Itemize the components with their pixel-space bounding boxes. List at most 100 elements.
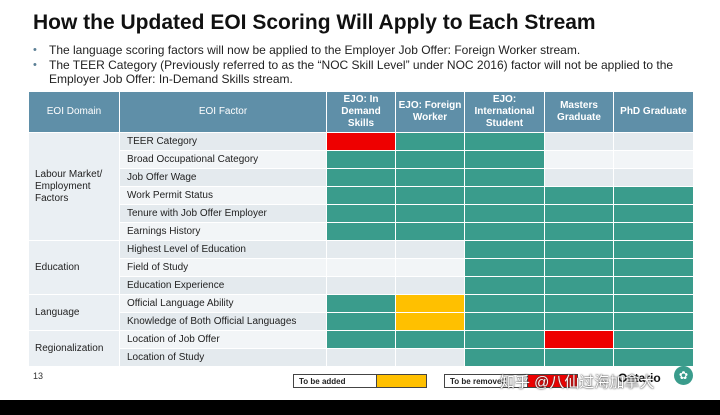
status-cell-masters-graduate [544,222,614,241]
status-cell-in-demand-skills [326,294,396,313]
status-cell-in-demand-skills [326,312,396,331]
table-row: Language Official Language Ability [28,294,694,331]
table-row: Work Permit Status [29,186,694,205]
status-cell-international-student [464,204,545,223]
status-cell-foreign-worker [395,258,465,277]
status-cell-international-student [464,168,545,187]
table-row: Education Experience [29,276,694,295]
header-ejo-international-student: EJO: International Student [464,91,545,133]
status-cell-masters-graduate [544,330,614,349]
domain-language: Language [28,294,120,331]
status-cell-international-student [464,294,545,313]
status-cell-in-demand-skills [326,240,396,259]
status-cell-phd-graduate [613,150,694,169]
domain-education: Education [28,240,120,295]
status-cell-foreign-worker [395,312,465,331]
slide: How the Updated EOI Scoring Will Apply t… [0,0,720,400]
factor-cell: Broad Occupational Category [119,150,327,169]
header-ejo-foreign-worker: EJO: Foreign Worker [395,91,465,133]
watermark: 知乎 @八仙过海加拿大 [500,374,655,391]
slide-title: How the Updated EOI Scoring Will Apply t… [33,11,596,34]
status-cell-international-student [464,330,545,349]
status-cell-masters-graduate [544,312,614,331]
table-header-row: EOI Domain EOI Factor EJO: In Demand Ski… [28,91,694,133]
status-cell-phd-graduate [613,258,694,277]
table-row: Regionalization Location of Job Offer [28,330,694,367]
status-cell-foreign-worker [395,186,465,205]
bullet-item: • The language scoring factors will now … [33,43,703,57]
status-cell-foreign-worker [395,294,465,313]
status-cell-phd-graduate [613,168,694,187]
bullet-text: The language scoring factors will now be… [49,43,581,57]
factor-cell: Location of Job Offer [119,330,327,349]
status-cell-in-demand-skills [326,222,396,241]
bullet-text: The TEER Category (Previously referred t… [49,58,674,86]
table-row: Earnings History [29,222,694,241]
status-cell-masters-graduate [544,150,614,169]
status-cell-phd-graduate [613,186,694,205]
bullet-dot-icon: • [33,44,37,56]
status-cell-masters-graduate [544,348,614,367]
factor-cell: Tenure with Job Offer Employer [119,204,327,223]
status-cell-masters-graduate [544,294,614,313]
status-cell-foreign-worker [395,348,465,367]
status-cell-masters-graduate [544,240,614,259]
status-cell-foreign-worker [395,150,465,169]
header-eoi-domain: EOI Domain [28,91,120,133]
status-cell-in-demand-skills [326,150,396,169]
bullet-dot-icon: • [33,59,37,71]
status-cell-foreign-worker [395,240,465,259]
status-cell-international-student [464,240,545,259]
status-cell-masters-graduate [544,168,614,187]
status-cell-foreign-worker [395,132,465,151]
status-cell-phd-graduate [613,348,694,367]
status-cell-masters-graduate [544,258,614,277]
status-cell-phd-graduate [613,204,694,223]
page-number: 13 [33,371,44,381]
table-row: Job Offer Wage [29,168,694,187]
bullet-item: • The TEER Category (Previously referred… [33,58,703,86]
legend-removed-swatch [527,375,577,387]
table-row: Labour Market/ Employment Factors TEER Ca… [28,132,694,241]
factor-cell: Official Language Ability [119,294,327,313]
status-cell-in-demand-skills [326,348,396,367]
status-cell-international-student [464,276,545,295]
factor-cell: Earnings History [119,222,327,241]
status-cell-phd-graduate [613,312,694,331]
status-cell-in-demand-skills [326,258,396,277]
legend-to-be-removed: To be removed [444,374,578,388]
status-cell-in-demand-skills [326,132,396,151]
status-cell-international-student [464,150,545,169]
status-cell-foreign-worker [395,330,465,349]
factor-cell: Field of Study [119,258,327,277]
status-cell-phd-graduate [613,222,694,241]
table-row: Knowledge of Both Official Languages [29,312,694,331]
bullet-list: • The language scoring factors will now … [33,43,703,87]
ontario-logo-text: Ontario [618,371,661,385]
factor-cell: Highest Level of Education [119,240,327,259]
status-cell-in-demand-skills [326,186,396,205]
legend-to-be-added: To be added [293,374,427,388]
status-cell-international-student [464,222,545,241]
status-cell-international-student [464,312,545,331]
legend-added-swatch [376,375,426,387]
status-cell-phd-graduate [613,294,694,313]
status-cell-masters-graduate [544,204,614,223]
bottom-black-bar [0,400,720,415]
factor-cell: Job Offer Wage [119,168,327,187]
table-row: Education Highest Level of Education [28,240,694,295]
eoi-scoring-table: EOI Domain EOI Factor EJO: In Demand Ski… [28,91,694,367]
status-cell-phd-graduate [613,330,694,349]
status-cell-foreign-worker [395,222,465,241]
status-cell-masters-graduate [544,186,614,205]
status-cell-masters-graduate [544,276,614,295]
header-ejo-in-demand-skills: EJO: In Demand Skills [326,91,396,133]
status-cell-in-demand-skills [326,204,396,223]
status-cell-phd-graduate [613,132,694,151]
table-row: Tenure with Job Offer Employer [29,204,694,223]
status-cell-international-student [464,132,545,151]
trillium-logo-icon: ✿ [674,366,693,385]
status-cell-masters-graduate [544,132,614,151]
domain-labour-market: Labour Market/ Employment Factors [28,132,120,241]
status-cell-phd-graduate [613,240,694,259]
